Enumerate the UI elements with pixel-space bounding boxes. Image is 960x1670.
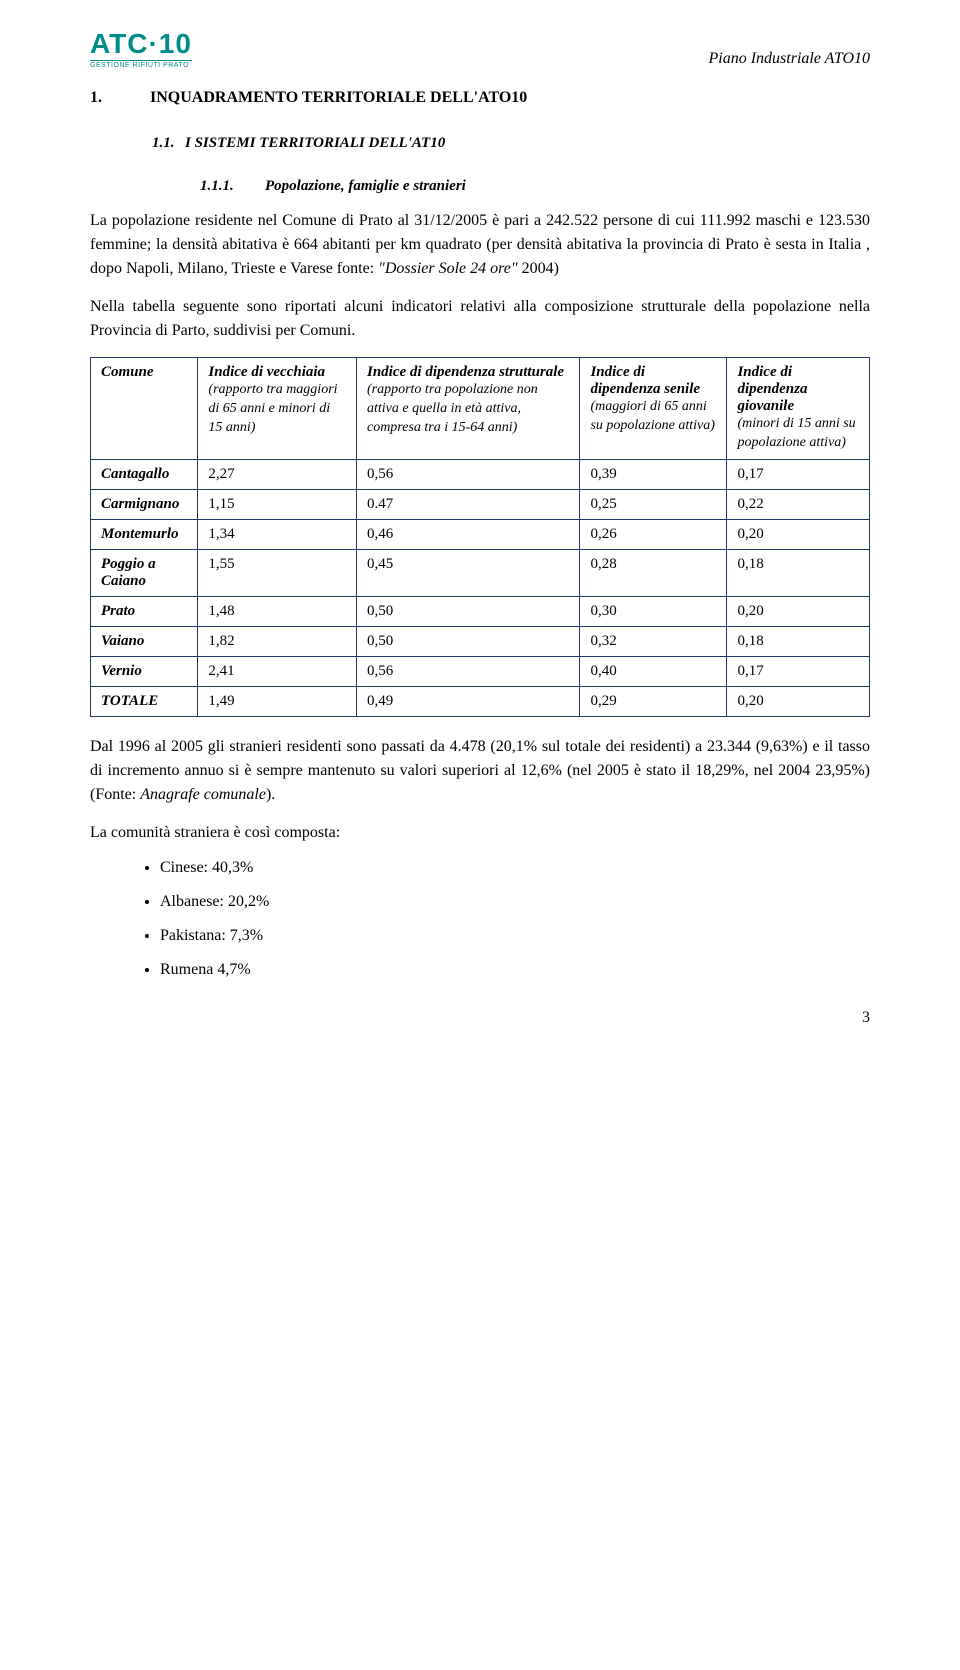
table-body: Cantagallo2,270,560,390,17Carmignano1,15… bbox=[91, 459, 870, 716]
list-item: Cinese: 40,3% bbox=[160, 859, 870, 877]
para3-c: ). bbox=[266, 786, 275, 803]
cell: 1,34 bbox=[198, 519, 357, 549]
cell: 0,18 bbox=[727, 549, 870, 596]
table-row: Prato1,480,500,300,20 bbox=[91, 596, 870, 626]
heading-3-text: Popolazione, famiglie e stranieri bbox=[265, 178, 466, 195]
heading-2-text: I SISTEMI TERRITORIALI DELL'AT10 bbox=[185, 135, 445, 152]
cell: 0,32 bbox=[580, 626, 727, 656]
th-title: Indice di dipendenza senile bbox=[590, 364, 716, 398]
paragraph-4: La comunità straniera è così composta: bbox=[90, 821, 870, 845]
row-label: Vernio bbox=[91, 656, 198, 686]
cell: 0,39 bbox=[580, 459, 727, 489]
th-dip-giovanile: Indice di dipendenza giovanile (minori d… bbox=[727, 358, 870, 460]
table-row: Vernio2,410,560,400,17 bbox=[91, 656, 870, 686]
th-sub: (rapporto tra popolazione non attiva e q… bbox=[367, 381, 569, 438]
table-row: Poggio a Caiano1,550,450,280,18 bbox=[91, 549, 870, 596]
heading-2-number: 1.1. bbox=[90, 135, 185, 152]
table-header-row: Comune Indice di vecchiaia (rapporto tra… bbox=[91, 358, 870, 460]
cell: 0,22 bbox=[727, 489, 870, 519]
cell: 1,48 bbox=[198, 596, 357, 626]
table-row: Montemurlo1,340,460,260,20 bbox=[91, 519, 870, 549]
para3-source: Anagrafe comunale bbox=[140, 786, 266, 803]
cell: 0,20 bbox=[727, 596, 870, 626]
paragraph-1: La popolazione residente nel Comune di P… bbox=[90, 209, 870, 281]
table-row: Cantagallo2,270,560,390,17 bbox=[91, 459, 870, 489]
th-title: Indice di dipendenza strutturale bbox=[367, 364, 569, 381]
cell: 0,49 bbox=[356, 686, 579, 716]
cell: 2,41 bbox=[198, 656, 357, 686]
th-sub: (maggiori di 65 anni su popolazione atti… bbox=[590, 398, 716, 436]
th-sub: (minori di 15 anni su popolazione attiva… bbox=[737, 415, 859, 453]
cell: 0,45 bbox=[356, 549, 579, 596]
list-item: Albanese: 20,2% bbox=[160, 893, 870, 911]
row-label: Poggio a Caiano bbox=[91, 549, 198, 596]
row-label: Cantagallo bbox=[91, 459, 198, 489]
table-row: Vaiano1,820,500,320,18 bbox=[91, 626, 870, 656]
cell: 2,27 bbox=[198, 459, 357, 489]
cell: 0,50 bbox=[356, 626, 579, 656]
cell: 0,50 bbox=[356, 596, 579, 626]
cell: 0,30 bbox=[580, 596, 727, 626]
cell: 0,26 bbox=[580, 519, 727, 549]
th-title: Comune bbox=[101, 364, 187, 381]
cell: 0,18 bbox=[727, 626, 870, 656]
th-title: Indice di dipendenza giovanile bbox=[737, 364, 859, 415]
heading-3: 1.1.1. Popolazione, famiglie e stranieri bbox=[90, 178, 870, 195]
paragraph-3: Dal 1996 al 2005 gli stranieri residenti… bbox=[90, 735, 870, 807]
th-dip-senile: Indice di dipendenza senile (maggiori di… bbox=[580, 358, 727, 460]
logo-main: ATC·10 bbox=[90, 30, 192, 58]
th-vecchiaia: Indice di vecchiaia (rapporto tra maggio… bbox=[198, 358, 357, 460]
page-header: ATC·10 GESTIONE RIFIUTI PRATO Piano Indu… bbox=[90, 30, 870, 69]
para1-c: 2004) bbox=[518, 260, 559, 277]
indicators-table: Comune Indice di vecchiaia (rapporto tra… bbox=[90, 357, 870, 717]
th-title: Indice di vecchiaia bbox=[208, 364, 346, 381]
cell: 0.47 bbox=[356, 489, 579, 519]
row-label: Prato bbox=[91, 596, 198, 626]
heading-3-number: 1.1.1. bbox=[90, 178, 265, 195]
cell: 0,46 bbox=[356, 519, 579, 549]
paragraph-2: Nella tabella seguente sono riportati al… bbox=[90, 295, 870, 343]
bullet-list: Cinese: 40,3% Albanese: 20,2% Pakistana: 7… bbox=[90, 859, 870, 979]
th-comune: Comune bbox=[91, 358, 198, 460]
heading-1-text: INQUADRAMENTO TERRITORIALE DELL'ATO10 bbox=[150, 89, 527, 107]
heading-1-number: 1. bbox=[90, 89, 150, 107]
table-row: Carmignano1,150.470,250,22 bbox=[91, 489, 870, 519]
list-item: Rumena 4,7% bbox=[160, 961, 870, 979]
table-row: TOTALE1,490,490,290,20 bbox=[91, 686, 870, 716]
cell: 0,17 bbox=[727, 459, 870, 489]
cell: 0,29 bbox=[580, 686, 727, 716]
doc-title: Piano Industriale ATO10 bbox=[709, 50, 871, 68]
cell: 1,15 bbox=[198, 489, 357, 519]
para1-quote: "Dossier Sole 24 ore" bbox=[378, 260, 518, 277]
heading-1: 1. INQUADRAMENTO TERRITORIALE DELL'ATO10 bbox=[90, 89, 870, 107]
cell: 1,55 bbox=[198, 549, 357, 596]
cell: 0,25 bbox=[580, 489, 727, 519]
cell: 0,56 bbox=[356, 656, 579, 686]
row-label: TOTALE bbox=[91, 686, 198, 716]
list-item: Pakistana: 7,3% bbox=[160, 927, 870, 945]
cell: 0,20 bbox=[727, 686, 870, 716]
cell: 0,56 bbox=[356, 459, 579, 489]
row-label: Carmignano bbox=[91, 489, 198, 519]
heading-2: 1.1. I SISTEMI TERRITORIALI DELL'AT10 bbox=[90, 135, 870, 152]
row-label: Vaiano bbox=[91, 626, 198, 656]
logo-subtitle: GESTIONE RIFIUTI PRATO bbox=[90, 60, 192, 69]
cell: 1,49 bbox=[198, 686, 357, 716]
cell: 0,17 bbox=[727, 656, 870, 686]
row-label: Montemurlo bbox=[91, 519, 198, 549]
cell: 0,20 bbox=[727, 519, 870, 549]
cell: 1,82 bbox=[198, 626, 357, 656]
th-dip-strutturale: Indice di dipendenza strutturale (rappor… bbox=[356, 358, 579, 460]
th-sub: (rapporto tra maggiori di 65 anni e mino… bbox=[208, 381, 346, 438]
cell: 0,28 bbox=[580, 549, 727, 596]
logo: ATC·10 GESTIONE RIFIUTI PRATO bbox=[90, 30, 192, 69]
cell: 0,40 bbox=[580, 656, 727, 686]
page-number: 3 bbox=[90, 1009, 870, 1027]
